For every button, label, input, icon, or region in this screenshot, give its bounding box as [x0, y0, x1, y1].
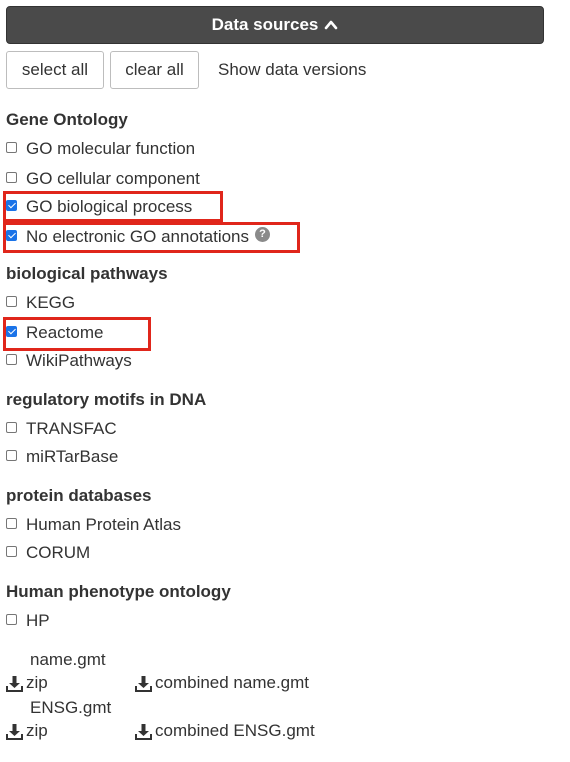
option-no-electronic-go[interactable]: No electronic GO annotations ?: [6, 226, 271, 248]
section-title-gene-ontology: Gene Ontology: [6, 110, 128, 129]
download-icon: [135, 675, 152, 692]
option-kegg[interactable]: KEGG: [6, 292, 75, 314]
highlight-box: [3, 222, 300, 253]
checkbox-kegg[interactable]: [6, 295, 17, 307]
option-label: HP: [26, 611, 50, 630]
checkbox-transfac[interactable]: [6, 421, 17, 433]
option-label: TRANSFAC: [26, 419, 117, 438]
option-label: KEGG: [26, 293, 76, 312]
download-ensg-zip-link[interactable]: zip: [6, 721, 48, 741]
download-icon: [6, 723, 23, 740]
question-circle-icon[interactable]: ?: [255, 226, 271, 242]
checkbox-go-molecular-function[interactable]: [6, 141, 17, 153]
checkbox-hp[interactable]: [6, 613, 17, 625]
option-human-protein-atlas[interactable]: Human Protein Atlas: [6, 514, 181, 536]
download-combined-ensg-gmt-link[interactable]: combined ENSG.gmt: [135, 721, 315, 741]
checkbox-go-biological-process[interactable]: [6, 199, 17, 211]
section-title-regulatory-motifs: regulatory motifs in DNA: [6, 390, 207, 409]
data-sources-toggle[interactable]: Data sources: [6, 6, 544, 44]
checkbox-no-electronic-go[interactable]: [6, 229, 17, 241]
show-data-versions-link[interactable]: Show data versions: [218, 60, 367, 79]
chevron-up-icon: [325, 20, 338, 30]
option-reactome[interactable]: Reactome: [6, 322, 103, 344]
download-icon: [6, 675, 23, 692]
option-label: miRTarBase: [26, 447, 119, 466]
section-title-human-phenotype: Human phenotype ontology: [6, 582, 231, 601]
option-label: WikiPathways: [26, 351, 132, 370]
download-name-zip-link[interactable]: zip: [6, 673, 48, 693]
download-label-ensg-gmt: ENSG.gmt: [30, 698, 112, 717]
option-corum[interactable]: CORUM: [6, 542, 90, 564]
select-all-button[interactable]: select all: [6, 51, 104, 89]
option-wikipathways[interactable]: WikiPathways: [6, 350, 132, 372]
header-title: Data sources: [211, 15, 319, 34]
highlight-box: [3, 317, 151, 351]
checkbox-corum[interactable]: [6, 545, 17, 557]
checkbox-mirtarbase[interactable]: [6, 449, 17, 461]
checkbox-wikipathways[interactable]: [6, 353, 17, 365]
option-go-biological-process[interactable]: GO biological process: [6, 196, 192, 218]
checkbox-reactome[interactable]: [6, 325, 17, 337]
checkbox-go-cellular-component[interactable]: [6, 171, 17, 183]
section-title-protein-databases: protein databases: [6, 486, 152, 505]
option-mirtarbase[interactable]: miRTarBase: [6, 446, 118, 468]
download-combined-name-gmt-link[interactable]: combined name.gmt: [135, 673, 309, 693]
download-label-name-gmt: name.gmt: [30, 650, 106, 669]
option-label: Reactome: [26, 323, 104, 342]
download-link-text: zip: [26, 673, 48, 692]
clear-all-button[interactable]: clear all: [110, 51, 199, 89]
option-label: GO biological process: [26, 197, 193, 216]
option-label: Human Protein Atlas: [26, 515, 181, 534]
checkbox-human-protein-atlas[interactable]: [6, 517, 17, 529]
download-icon: [135, 723, 152, 740]
option-go-molecular-function[interactable]: GO molecular function: [6, 138, 195, 160]
option-label: GO cellular component: [26, 169, 200, 188]
download-link-text: zip: [26, 721, 48, 740]
option-transfac[interactable]: TRANSFAC: [6, 418, 117, 440]
option-go-cellular-component[interactable]: GO cellular component: [6, 168, 200, 190]
highlight-box: [3, 191, 223, 222]
option-label: CORUM: [26, 543, 91, 562]
download-link-text: combined ENSG.gmt: [155, 721, 315, 740]
section-title-biological-pathways: biological pathways: [6, 264, 168, 283]
option-label: GO molecular function: [26, 139, 196, 158]
download-link-text: combined name.gmt: [155, 673, 310, 692]
option-hp[interactable]: HP: [6, 610, 50, 632]
option-label: No electronic GO annotations: [26, 227, 250, 246]
